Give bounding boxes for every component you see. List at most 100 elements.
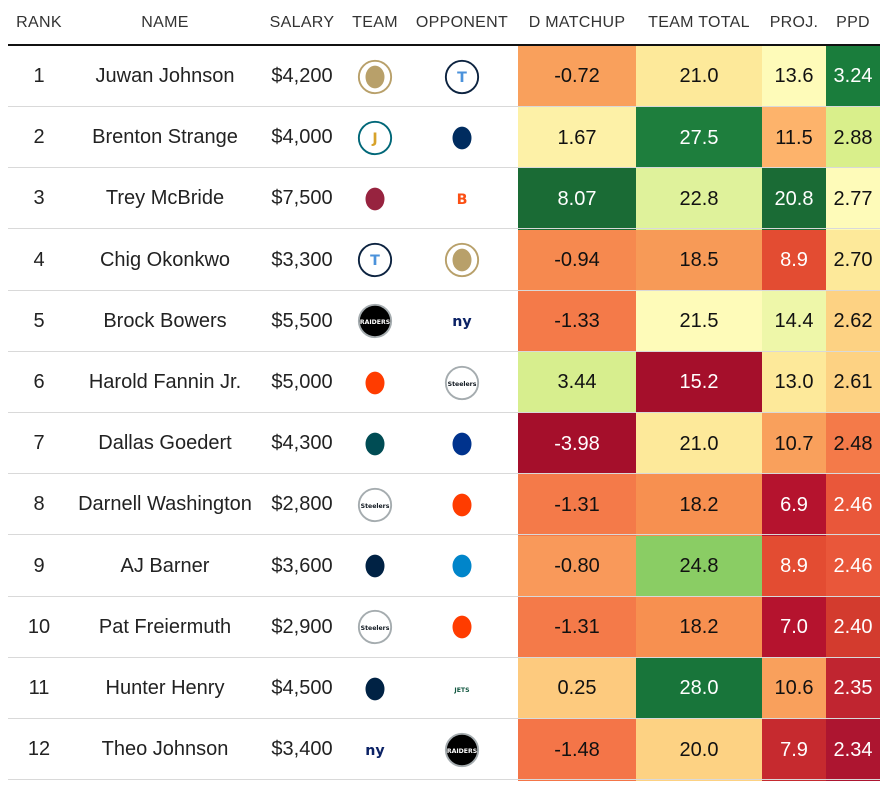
cell-name: Trey McBride [105,187,225,210]
header-team-total: TEAM TOTAL [648,14,750,31]
heat-cell-ppd: 2.88 [826,107,880,169]
cell-name: AJ Barner [120,554,210,577]
cell-team: J [344,107,406,168]
heat-cell-d-matchup: 3.44 [518,352,636,414]
logo-mark [365,677,385,700]
heat-cell-proj: 13.0 [762,352,826,414]
cell-team [344,536,406,597]
cell-opponent: ny [408,291,516,352]
logo-badge [444,365,480,400]
logo-label: B [457,192,468,208]
team-ne-logo [357,671,393,706]
cell-salary: $5,500 [271,309,333,332]
header-rank: RANK [16,14,62,31]
table-row: 2 Brenton Strange $4,000 J 1.67 27.5 11.5 2.88 [0,107,885,169]
team-sea-logo [357,548,393,584]
opponent-nyj-logo: JETS [444,671,480,706]
logo-badge [444,732,480,767]
cell-opponent: T [408,46,516,107]
table-row: 9 AJ Barner $3,600 -0.80 24.8 8.9 2.46 [0,535,885,598]
row-divider [8,718,880,719]
heat-cell-proj: 11.5 [762,107,826,169]
cell-salary: $7,500 [271,187,333,210]
heat-cell-d-matchup: -0.80 [518,535,636,598]
opponent-cle-logo [444,610,480,645]
heat-cell-d-matchup: -0.72 [518,46,636,108]
cell-team: Steelers [344,597,406,658]
cell-opponent [408,536,516,597]
header-proj: PROJ. [769,14,819,31]
opponent-lv-logo: RAIDERS [444,732,480,767]
heat-cell-proj: 7.0 [762,596,826,659]
logo-mark [365,65,385,88]
table-row: 1 Juwan Johnson $4,200 T -0.72 21.0 13.6 3.24 [0,46,885,108]
row-divider [8,779,880,781]
table-row: 11 Hunter Henry $4,500 JETS 0.25 28.0 10.6 2.35 [0,658,885,720]
row-divider [8,228,880,230]
logo-badge [357,610,393,645]
logo-badge [357,487,393,522]
table-header: RANK NAME SALARY TEAM OPPONENT D MATCHUP… [0,0,885,46]
heat-cell-team-total: 21.0 [636,413,762,475]
header-salary: SALARY [269,14,335,31]
logo-badge [357,242,393,278]
heat-cell-team-total: 20.0 [636,719,762,781]
opponent-cle-logo [444,487,480,522]
opponent-ind-logo [444,120,480,155]
row-divider [8,350,880,352]
cell-salary: $4,000 [271,126,333,149]
cell-team: RAIDERS [344,291,406,352]
logo-badge [444,59,480,94]
cell-team [344,46,406,107]
cell-rank: 12 [27,738,51,761]
heat-cell-team-total: 21.0 [636,46,762,108]
team-pit-logo: Steelers [357,610,393,645]
team-pit-logo: Steelers [357,487,393,522]
cell-name: Harold Fannin Jr. [88,371,242,393]
heat-cell-team-total: 15.2 [636,352,762,414]
team-lv-logo: RAIDERS [357,304,393,339]
heat-cell-d-matchup: 0.25 [518,658,636,720]
cell-team [344,413,406,474]
heat-cell-proj: 14.4 [762,290,826,353]
logo-mark [452,248,472,272]
heat-cell-proj: 20.8 [762,168,826,231]
heat-cell-team-total: 21.5 [636,290,762,353]
heat-cell-team-total: 18.2 [636,474,762,537]
logo-label: JETS [453,686,469,693]
team-ari-logo [357,181,393,216]
logo-mark [365,187,385,211]
logo-label: Steelers [448,380,477,387]
cell-salary: $4,300 [271,432,333,455]
logo-label: Steelers [361,503,390,510]
logo-mark [452,126,472,150]
row-divider [8,412,880,413]
header-d-matchup: D MATCHUP [528,14,626,31]
heat-cell-proj: 10.6 [762,658,826,720]
heat-cell-ppd: 2.48 [826,413,880,475]
cell-salary: $2,800 [271,493,333,516]
logo-badge [444,181,480,216]
opponent-nyg-logo: ny [444,304,480,339]
opponent-car-logo [444,548,480,584]
logo-mark [452,432,472,456]
cell-team [344,658,406,719]
header-name: NAME [141,14,189,31]
heat-cell-team-total: 18.5 [636,229,762,292]
row-divider [8,473,880,475]
team-nyg-logo: ny [357,732,393,767]
heat-cell-proj: 10.7 [762,413,826,475]
cell-name: Dallas Goedert [98,432,232,455]
table-row: 12 Theo Johnson $3,400 ny RAIDERS -1.48 20.0 7.… [0,719,885,781]
logo-mark [365,554,385,578]
cell-opponent: B [408,168,516,229]
cell-name: Brock Bowers [103,309,227,332]
logo-mark [452,615,472,639]
cell-opponent: Steelers [408,352,516,413]
logo-label: ny [365,743,385,759]
cell-salary: $4,200 [271,65,333,87]
cell-salary: $3,300 [271,248,333,271]
logo-mark [365,432,385,456]
row-divider [8,656,880,658]
